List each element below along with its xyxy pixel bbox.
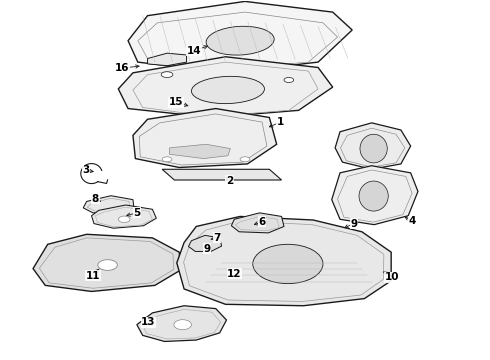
Text: 7: 7 <box>214 233 221 243</box>
Ellipse shape <box>118 216 130 222</box>
Text: 10: 10 <box>385 272 399 282</box>
Polygon shape <box>189 235 221 251</box>
Ellipse shape <box>162 157 172 162</box>
Text: 9: 9 <box>350 219 357 229</box>
Polygon shape <box>92 205 156 228</box>
Polygon shape <box>133 109 277 167</box>
Polygon shape <box>118 57 333 117</box>
Ellipse shape <box>360 134 387 163</box>
Text: 12: 12 <box>227 269 242 279</box>
Text: 11: 11 <box>86 271 100 281</box>
Polygon shape <box>231 213 284 233</box>
Ellipse shape <box>359 181 388 211</box>
Polygon shape <box>33 234 181 292</box>
Text: 9: 9 <box>203 244 211 253</box>
Polygon shape <box>162 169 282 180</box>
Text: 3: 3 <box>82 165 89 175</box>
Ellipse shape <box>206 26 274 55</box>
Polygon shape <box>137 306 226 342</box>
Text: 2: 2 <box>226 176 233 186</box>
Polygon shape <box>335 123 411 169</box>
Text: 6: 6 <box>258 217 266 227</box>
Text: 1: 1 <box>277 117 284 127</box>
Text: 4: 4 <box>409 216 416 226</box>
Text: 5: 5 <box>133 208 141 218</box>
Text: 13: 13 <box>141 317 156 327</box>
Ellipse shape <box>240 157 250 162</box>
Text: 14: 14 <box>187 46 201 56</box>
Ellipse shape <box>174 320 192 330</box>
Text: 16: 16 <box>115 63 129 73</box>
Text: 8: 8 <box>92 194 99 203</box>
Polygon shape <box>147 53 187 66</box>
Ellipse shape <box>161 72 173 77</box>
Text: 15: 15 <box>169 97 183 107</box>
Ellipse shape <box>284 77 294 82</box>
Polygon shape <box>128 1 352 73</box>
Polygon shape <box>177 216 391 306</box>
Polygon shape <box>83 196 134 213</box>
Ellipse shape <box>253 244 323 284</box>
Polygon shape <box>332 166 418 225</box>
Ellipse shape <box>98 260 117 270</box>
Polygon shape <box>170 144 230 158</box>
Ellipse shape <box>192 76 265 104</box>
